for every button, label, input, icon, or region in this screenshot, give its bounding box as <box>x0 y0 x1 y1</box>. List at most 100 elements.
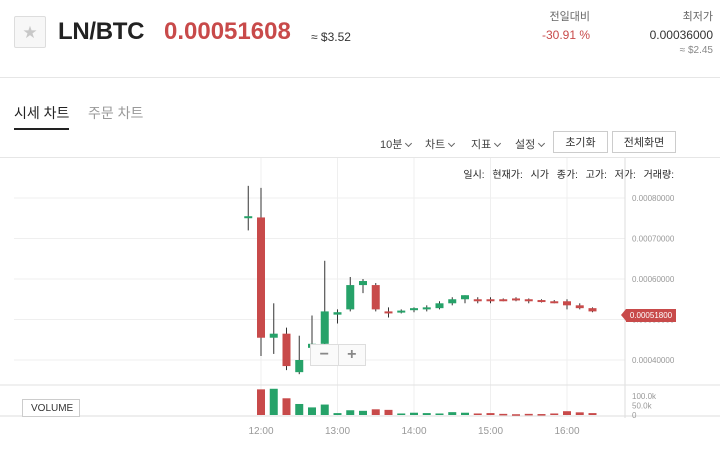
chart-type-label: 차트 <box>425 139 446 151</box>
indicator-dropdown[interactable]: 지표 <box>471 136 502 152</box>
zoom-out-button[interactable]: − <box>311 345 339 365</box>
volume-bar <box>512 414 520 416</box>
daily-change: 전일대비 -30.91 % <box>542 10 590 44</box>
volume-bar <box>524 413 533 416</box>
volume-bar <box>282 398 291 415</box>
time-tick-label: 15:00 <box>478 426 503 437</box>
candle-body <box>512 298 520 301</box>
volume-bar <box>346 410 355 415</box>
candle-body <box>550 301 559 304</box>
volume-bar <box>384 409 393 415</box>
price-tick-label: 0.00060000 <box>632 275 675 284</box>
candle-body <box>588 308 597 312</box>
candle-body <box>473 299 482 302</box>
candle-body <box>461 295 469 300</box>
candle-body <box>537 300 546 303</box>
price-tick-label: 0.00080000 <box>632 194 675 203</box>
candle-body <box>384 311 393 314</box>
toolbar-divider <box>0 157 720 158</box>
volume-bar <box>435 413 444 415</box>
candle-body <box>295 360 304 373</box>
candle-body <box>422 307 431 310</box>
chevron-down-icon <box>448 139 456 148</box>
volume-bar <box>397 413 406 415</box>
volume-bar <box>499 413 508 416</box>
candle-body <box>410 308 418 311</box>
tab-price-chart[interactable]: 시세 차트 <box>14 103 70 130</box>
volume-bar <box>422 413 431 415</box>
candle-body <box>486 299 495 302</box>
volume-bar <box>333 413 342 415</box>
header-divider <box>0 77 720 78</box>
candle-body <box>563 301 571 306</box>
ohlc-open-label: 시가 <box>530 170 549 181</box>
settings-dropdown[interactable]: 설정 <box>515 136 546 152</box>
volume-bar <box>295 403 304 415</box>
candle-body <box>371 285 380 310</box>
tab-order-chart[interactable]: 주문 차트 <box>88 105 144 121</box>
candle-body <box>244 216 253 219</box>
volume-bar <box>537 414 546 416</box>
current-price: 0.00051608 <box>164 18 291 45</box>
candle-body <box>435 303 444 309</box>
low-price-label: 최저가 <box>682 11 713 23</box>
volume-tick-label: 100.0k <box>632 392 657 401</box>
volume-tick-label: 0 <box>632 411 637 420</box>
indicator-label: 지표 <box>471 139 492 151</box>
candle-body <box>524 299 533 302</box>
volume-bar <box>588 413 597 415</box>
daily-change-label: 전일대비 <box>549 11 590 23</box>
volume-tick-label: 50.0k <box>632 402 653 411</box>
volume-bar <box>575 412 584 415</box>
chart-type-dropdown[interactable]: 차트 <box>425 136 456 152</box>
price-tick-label: 0.00070000 <box>632 235 675 244</box>
ohlc-volume-label: 거래량: <box>643 170 674 181</box>
fullscreen-button[interactable]: 전체화면 <box>612 131 676 153</box>
volume-bar <box>563 411 571 415</box>
reset-button[interactable]: 초기화 <box>553 131 608 153</box>
settings-label: 설정 <box>515 139 536 151</box>
volume-bar <box>308 407 316 415</box>
volume-pane-label: VOLUME <box>22 399 80 417</box>
ohlc-high-label: 고가: <box>585 170 607 181</box>
volume-bar <box>461 412 469 415</box>
low-price: 최저가 0.00036000 ≈ $2.45 <box>650 10 713 58</box>
volume-bar <box>448 412 457 415</box>
candle-body <box>257 217 265 338</box>
pair-name: LN/BTC <box>58 18 145 45</box>
daily-change-value: -30.91 % <box>541 28 590 42</box>
interval-dropdown[interactable]: 10분 <box>380 136 413 152</box>
candlestick-chart[interactable]: 0.000800000.000700000.000600000.00050000… <box>0 158 720 460</box>
zoom-in-button[interactable]: + <box>347 346 357 363</box>
last-price-tag: 0.00051800 <box>621 309 676 322</box>
volume-bar <box>550 413 559 415</box>
candle-body <box>320 311 329 344</box>
fiat-approx: ≈ $3.52 <box>311 30 351 44</box>
volume-bar <box>257 389 265 415</box>
volume-bar <box>371 409 380 415</box>
favorite-star-icon[interactable]: ★ <box>14 16 46 48</box>
volume-bar <box>473 413 482 415</box>
candle-body <box>575 305 584 309</box>
volume-bar <box>486 413 495 415</box>
low-price-value: 0.00036000 <box>649 28 713 42</box>
volume-bar <box>359 410 367 415</box>
chevron-down-icon <box>405 139 413 148</box>
time-tick-label: 13:00 <box>325 426 350 437</box>
volume-bar <box>269 388 278 415</box>
candle-body <box>269 333 278 338</box>
candle-body <box>397 310 406 313</box>
candle-body <box>359 281 367 286</box>
candle-body <box>346 285 355 310</box>
interval-label: 10분 <box>380 139 403 151</box>
ohlc-current-label: 현재가: <box>492 170 523 181</box>
price-tick-label: 0.00040000 <box>632 356 675 365</box>
time-tick-label: 16:00 <box>554 426 579 437</box>
candle-body <box>333 312 342 315</box>
chevron-down-icon <box>494 139 502 148</box>
time-tick-label: 12:00 <box>248 426 273 437</box>
ohlc-date-label: 일시: <box>463 170 485 181</box>
volume-bar <box>320 404 329 415</box>
candle-body <box>282 333 291 367</box>
